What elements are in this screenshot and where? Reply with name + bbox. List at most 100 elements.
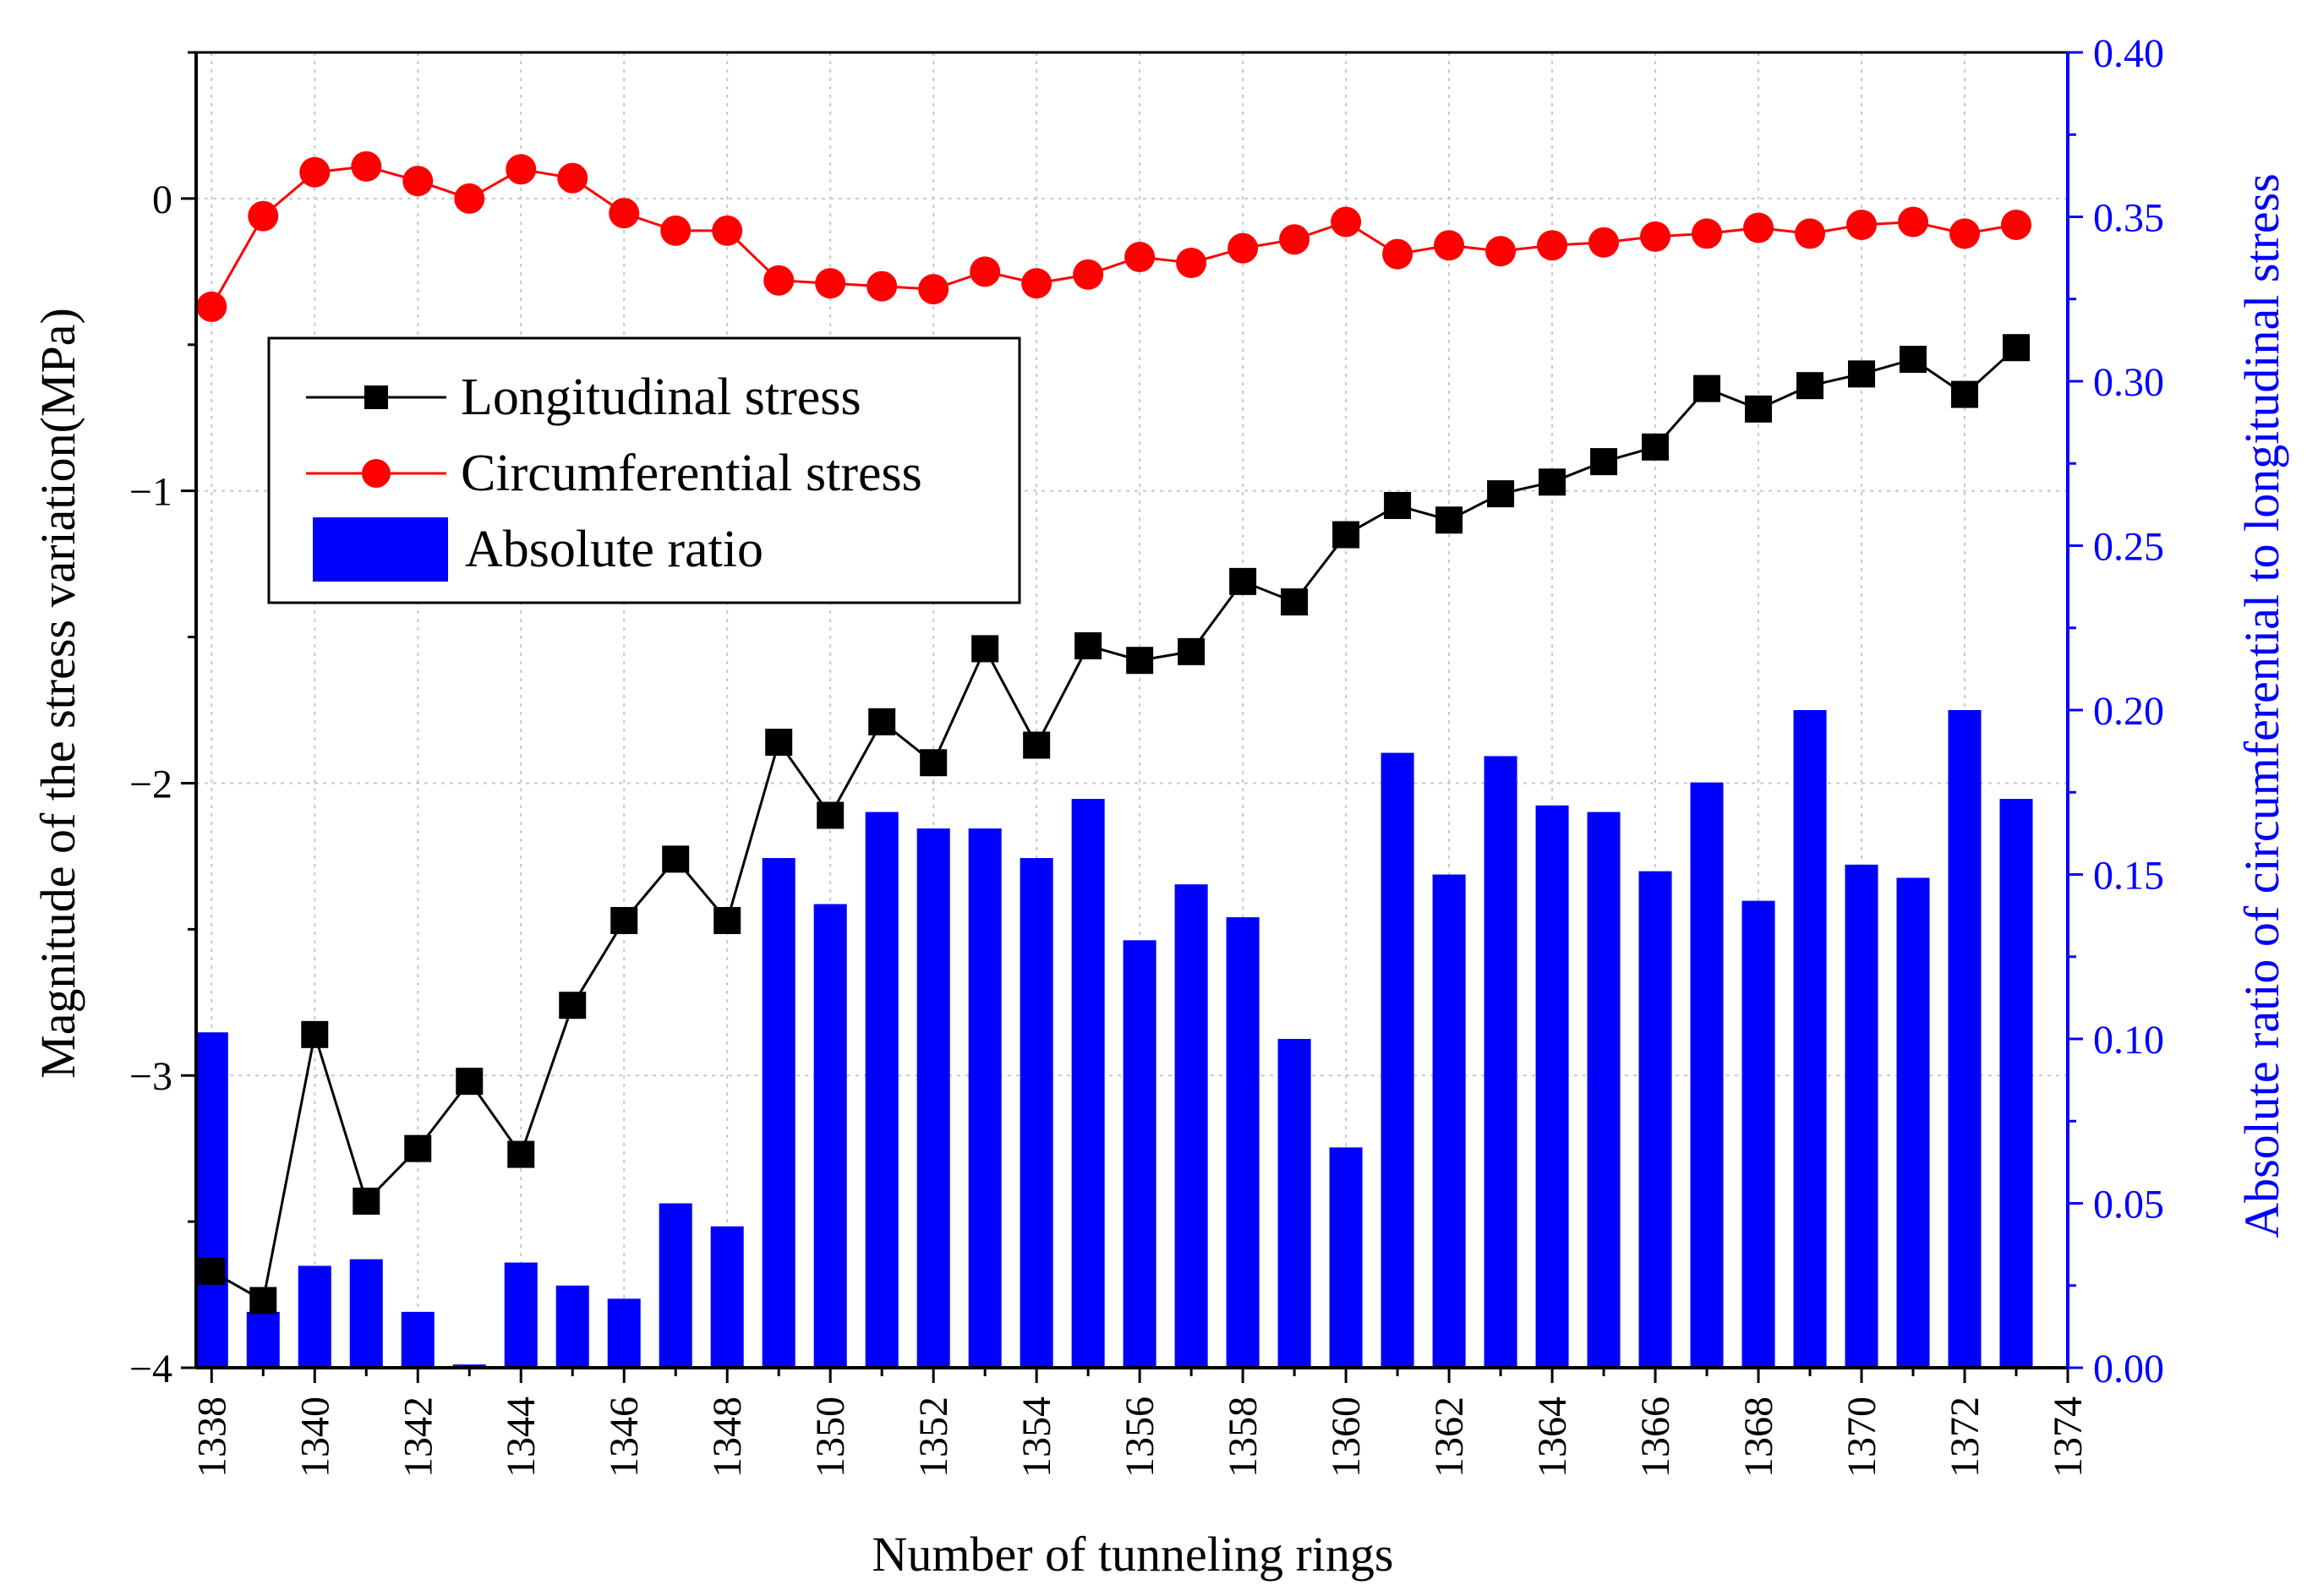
bar [607, 1298, 641, 1368]
circumferential-stress-point [1434, 230, 1465, 261]
longitudinal-stress-point [301, 1020, 329, 1048]
circumferential-stress-point [815, 268, 846, 299]
circumferential-stress-point [1949, 218, 1981, 249]
y-right-tick-label: 0.10 [2093, 1018, 2164, 1063]
bar [1380, 752, 1414, 1368]
bar [659, 1203, 692, 1368]
legend-marker-circumferential [362, 459, 391, 488]
x-tick-label: 1368 [1736, 1396, 1781, 1478]
x-tick-label: 1340 [292, 1396, 337, 1478]
circumferential-stress-point [1021, 268, 1052, 299]
bar [1277, 1039, 1311, 1368]
y-right-tick-label: 0.40 [2093, 31, 2164, 76]
bar [246, 1311, 280, 1368]
circumferential-stress-point [970, 256, 1001, 287]
bar [298, 1265, 331, 1368]
longitudinal-stress-point [2003, 334, 2031, 362]
bar [1071, 799, 1105, 1368]
legend-label-circumferential: Circumferential stress [461, 445, 922, 502]
y-right-tick-label: 0.30 [2093, 360, 2164, 405]
x-tick-label: 1358 [1221, 1396, 1266, 1478]
longitudinal-stress-point [1642, 433, 1670, 461]
longitudinal-stress-point [1539, 468, 1566, 496]
circumferential-stress-point [1743, 212, 1774, 243]
bar [1896, 877, 1930, 1368]
bar [1999, 799, 2033, 1368]
circumferential-stress-point [1588, 227, 1620, 258]
bar [1226, 917, 1260, 1368]
bar [349, 1259, 383, 1368]
circumferential-stress-point [454, 183, 485, 214]
bar [1587, 812, 1621, 1368]
longitudinal-stress-point [1384, 491, 1412, 519]
y-left-tick-label: 0 [152, 178, 172, 222]
circumferential-stress-point [1898, 206, 1929, 238]
y-left-tick-label: −1 [129, 470, 172, 515]
circumferential-stress-point [402, 166, 434, 197]
lines-layer [196, 150, 2032, 1315]
bar [813, 904, 847, 1368]
legend: Longitudinal stress Circumferential stre… [267, 336, 1021, 604]
longitudinal-stress-point [713, 906, 741, 934]
circumferential-stress-point [196, 291, 227, 322]
longitudinal-stress-point [1229, 567, 1257, 595]
bar [1484, 756, 1517, 1368]
circumferential-stress-point [1846, 210, 1878, 241]
bar [865, 812, 899, 1368]
x-tick-label: 1360 [1324, 1396, 1369, 1478]
circumferential-stress-point [299, 156, 331, 188]
circumferential-stress-point [609, 198, 640, 229]
longitudinal-stress-point [456, 1068, 484, 1096]
bar [1329, 1147, 1363, 1368]
circumferential-stress-point [1485, 236, 1517, 267]
y-right-tick-label: 0.25 [2093, 525, 2164, 570]
circumferential-stress-point [763, 265, 795, 296]
circumferential-stress-point [1227, 232, 1259, 264]
legend-marker-longitudinal [364, 385, 388, 409]
longitudinal-stress-point [971, 635, 999, 663]
longitudinal-stress-point [1590, 448, 1618, 476]
x-tick-label: 1370 [1840, 1396, 1884, 1478]
y-right-tick-label: 0.05 [2093, 1183, 2164, 1227]
legend-swatch-ratio [313, 517, 448, 582]
circumferential-stress-point [506, 154, 537, 185]
bars-layer [197, 710, 2033, 1368]
bar [916, 828, 950, 1368]
bar [1948, 710, 1982, 1368]
y-right-tick-label: 0.20 [2093, 689, 2164, 734]
longitudinal-stress-point [868, 708, 896, 735]
circumferential-stress-point [1382, 238, 1413, 270]
longitudinal-stress-point [1281, 588, 1309, 616]
x-tick-label: 1356 [1118, 1396, 1162, 1478]
x-tick-label: 1344 [499, 1396, 544, 1478]
circumferential-stress-point [660, 215, 692, 246]
y-axis-label-left: Magnitude of the stress variation(MPa) [30, 308, 85, 1079]
longitudinal-stress-point [1487, 480, 1515, 508]
longitudinal-stress-point [1796, 372, 1824, 400]
circumferential-stress-point [1279, 224, 1310, 255]
circumferential-stress-point [248, 200, 279, 232]
bar [1741, 900, 1775, 1368]
x-tick-label: 1364 [1530, 1396, 1575, 1478]
x-tick-label: 1348 [705, 1396, 750, 1478]
longitudinal-stress-point [249, 1287, 277, 1315]
longitudinal-stress-point [765, 729, 793, 757]
circumferential-stress-point [1073, 259, 1104, 290]
bar [401, 1311, 435, 1368]
x-tick-label: 1342 [396, 1396, 440, 1478]
x-tick-label: 1354 [1014, 1396, 1059, 1478]
bar [504, 1262, 538, 1368]
circumferential-stress-point [1640, 221, 1671, 252]
longitudinal-stress-point [1023, 731, 1051, 759]
longitudinal-stress-point [559, 992, 587, 1019]
bar [1432, 874, 1466, 1368]
bar [762, 858, 795, 1368]
circumferential-stress-point [1795, 218, 1826, 249]
bar [555, 1285, 589, 1368]
y-left-tick-label: −4 [129, 1347, 172, 1391]
circumferential-stress-point [1537, 230, 1568, 261]
y-right-tick-label: 0.35 [2093, 196, 2164, 241]
longitudinal-stress-point [1332, 521, 1360, 549]
